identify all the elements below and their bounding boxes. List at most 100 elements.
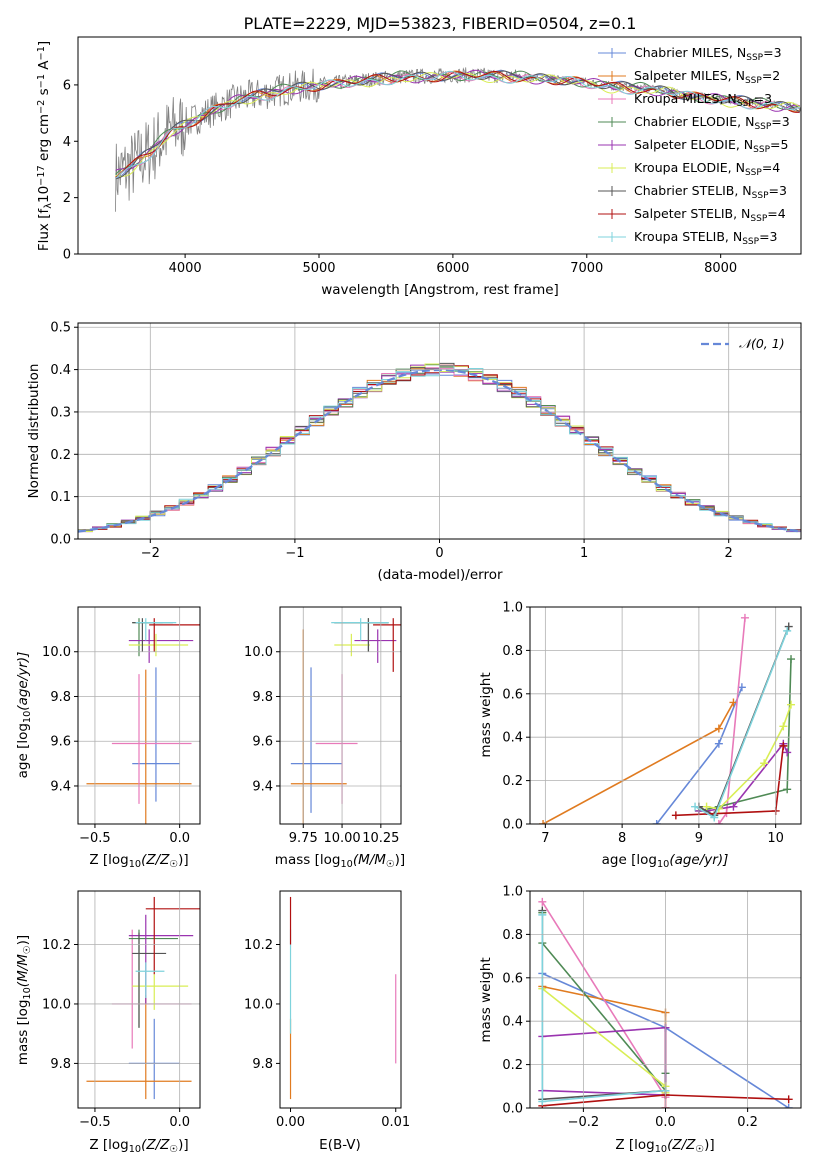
legend-entry-part: Chabrier MILES, N [634,45,746,60]
weight-marker [539,820,548,824]
x-tick-label: 0 [435,546,443,561]
plot-area [86,896,200,1100]
y-axis-label: mass weight [478,957,494,1042]
errorbar-point [373,618,401,672]
weight-marker [784,622,793,631]
errorbar-point [135,962,165,999]
legend-entry: Salpeter ELODIE, NSSP=5 [634,137,788,155]
y-axis-label-part: ] [36,41,52,46]
weight-marker [784,1104,793,1108]
legend-entry-part: =4 [762,160,780,175]
weight-series [539,698,738,824]
legend-entry: Kroupa STELIB, NSSP=3 [634,229,778,247]
legend-entry-part: SSP [742,237,759,247]
legend-entry-part: =5 [770,137,788,152]
y-axis-label: mass weight [478,672,494,757]
x-axis-label-part: age [log [602,852,657,868]
legend-entry: Chabrier ELODIE, NSSP=3 [634,114,790,132]
y-axis-label: mass [log10(M/M☉)] [15,935,33,1065]
y-tick-label: 0.8 [502,644,523,659]
x-tick-label: −0.2 [568,1115,600,1130]
x-tick-label: 0.0 [169,1115,190,1130]
errorbar-point [334,633,370,657]
errorbar-point [132,932,167,1028]
errorbar-point [132,618,163,657]
panel-4: 7 8 9 10 0.0 0.2 0.4 0.6 0.8 1.0 [502,601,802,846]
legend-entry-part: SSP [745,168,762,178]
x-axis-label-part: (age/yr)] [669,852,728,868]
errorbar-point [86,995,192,1100]
weight-series [702,700,796,813]
x-axis-label: wavelength [Angstrom, rest frame] [321,282,559,298]
errorbar-point [315,674,358,804]
y-axis-label-part: 10 [22,711,33,723]
legend-entry-part: Kroupa MILES, N [634,91,737,106]
x-axis-label-part: (Z/Z [141,852,170,868]
chart-title: PLATE=2229, MJD=53823, FIBERID=0504, z=0… [244,14,637,33]
legend-entry: Chabrier STELIB, NSSP=3 [634,183,787,201]
weight-line [541,901,667,1108]
y-tick-label: 9.8 [252,1057,273,1072]
x-tick-label: −1 [285,546,304,561]
legend-entry-part: SSP [752,191,769,201]
x-axis-label-part: )] [704,1137,715,1153]
errorbar-point [128,633,189,657]
y-tick-label: 0.2 [502,1058,523,1073]
legend-entry-part: Kroupa ELODIE, N [634,160,745,175]
y-axis-label-part: −2 [36,100,47,114]
weight-line [698,659,792,812]
x-tick-label: 10 [767,831,784,846]
plot-area [289,896,397,1100]
weight-marker [779,722,788,731]
x-axis-label: Z [log10(Z/Z☉)] [89,1137,188,1155]
weight-marker [714,724,723,733]
x-axis-label: mass [log10(M/M☉)] [275,852,405,870]
y-tick-label: 9.8 [252,690,273,705]
errorbar-point [354,629,397,663]
model-spectrum-line [115,69,800,171]
x-axis-label-part: )] [395,852,406,868]
panel-3: 9.75 10.00 10.25 9.4 9.6 9.8 10.0 [244,606,402,846]
legend-entry-part: =3 [771,114,789,129]
x-axis-label-part: 10 [655,1144,667,1155]
model-spectrum-line [115,70,800,175]
weight-marker [779,741,788,750]
weight-line [541,987,667,1093]
x-tick-label: 7 [541,831,549,846]
x-tick-label: 4000 [169,261,202,276]
y-axis-label-part: (age/yr)] [15,652,31,711]
weight-series [538,910,670,1106]
plot-area [539,613,796,824]
y-tick-label: 0 [63,248,71,263]
y-axis-label-part: λ [43,203,54,209]
x-tick-label: 9 [695,831,703,846]
weight-series [538,1023,670,1099]
weight-marker [783,626,792,635]
y-axis-label-part: −1 [36,46,47,60]
errorbar-point [128,1018,180,1100]
y-tick-label: 0.4 [502,1015,523,1030]
weight-marker [783,785,792,794]
weight-marker [538,910,547,919]
weight-marker [760,759,769,768]
x-axis-label-part: Z [log [89,1137,128,1153]
legend-entry-part: Kroupa STELIB, N [634,229,742,244]
weight-marker [784,1095,793,1104]
x-axis-label: Z [log10(Z/Z☉)] [615,1137,714,1155]
legend-entry-part: =4 [767,206,785,221]
weight-marker [740,613,749,622]
y-tick-label: 10.2 [244,938,273,953]
axes-frame [77,890,201,1109]
x-axis-label-part: (Z/Z [141,1137,170,1153]
legend-entry-part: Salpeter MILES, N [634,68,745,83]
y-axis-label-part: ☉ [22,945,33,954]
panel-2: −0.5 0.0 9.4 9.6 9.8 10.0 [42,606,201,846]
y-axis-label-part: −1 [36,74,47,88]
plot-area [290,618,401,824]
legend-entry: Kroupa MILES, NSSP=3 [634,91,772,109]
weight-marker [714,820,723,824]
y-tick-label: 0.0 [502,1102,523,1117]
y-tick-label: 1.0 [502,601,523,616]
legend-entry: Salpeter STELIB, NSSP=4 [634,206,786,224]
